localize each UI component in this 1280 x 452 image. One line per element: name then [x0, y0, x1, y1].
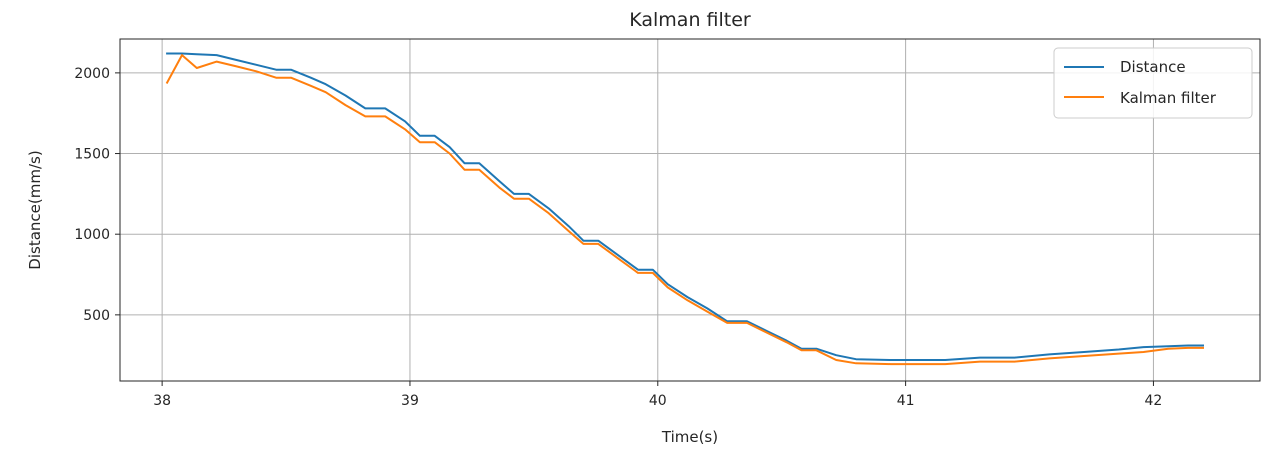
x-tick-label: 41 — [897, 393, 915, 409]
series-line-kalman-filter — [165, 54, 1204, 366]
plot-frame — [119, 38, 1261, 382]
legend-label-kalman-filter: Kalman filter — [1120, 89, 1217, 107]
x-tick-label: 42 — [1145, 393, 1163, 409]
x-tick-label: 38 — [153, 393, 171, 409]
x-tick-label: 40 — [649, 393, 667, 409]
chart-title: Kalman filter — [629, 9, 751, 31]
series-lines — [165, 52, 1204, 366]
legend: Distance Kalman filter — [1053, 47, 1253, 119]
x-axis-label: Time(s) — [661, 428, 718, 446]
y-axis-label: Distance(mm/s) — [26, 150, 44, 269]
axis-ticks: 38 39 40 41 42 500 1000 1500 2000 — [74, 66, 1162, 409]
y-tick-label: 2000 — [74, 66, 110, 82]
legend-label-distance: Distance — [1120, 58, 1186, 76]
y-tick-label: 500 — [83, 308, 110, 324]
y-tick-label: 1000 — [74, 227, 110, 243]
legend-box — [1053, 47, 1253, 119]
y-tick-label: 1500 — [74, 147, 110, 163]
series-line-distance — [166, 52, 1204, 361]
x-tick-label: 39 — [401, 393, 419, 409]
